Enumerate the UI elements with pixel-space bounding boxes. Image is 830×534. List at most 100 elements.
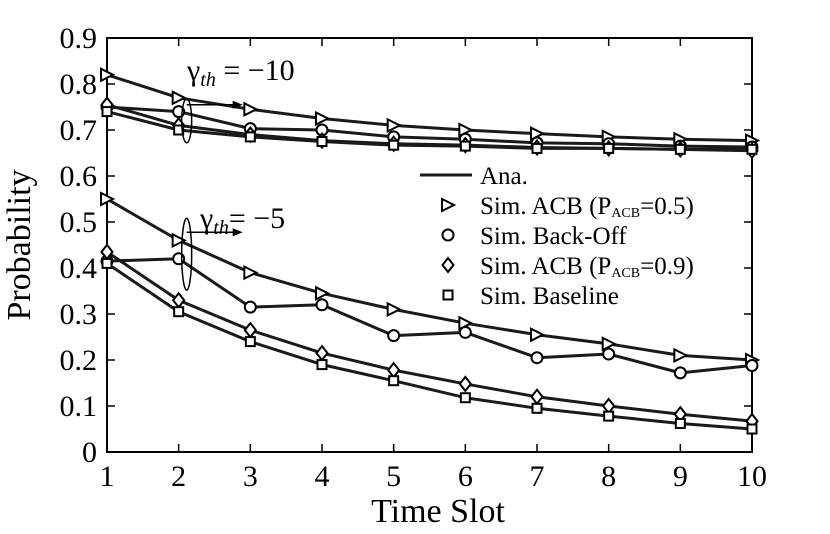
series-line: [106, 257, 753, 375]
data-point: [316, 359, 328, 371]
annotation-label: γth= −5: [199, 202, 285, 239]
legend-item-1: Sim. ACB (PACB=0.5): [441, 193, 694, 221]
y-tick-label: 0.2: [60, 344, 98, 377]
x-axis: 1 2 3 4 5 6 7 8 9 10: [100, 38, 767, 493]
data-point: [100, 191, 116, 207]
data-point: [315, 344, 329, 362]
x-axis-title: Time Slot: [371, 493, 505, 530]
series-line: [106, 105, 753, 149]
x-tick-label: 2: [171, 460, 186, 493]
annotation-label: γth = −10: [186, 54, 295, 91]
data-point: [386, 301, 402, 318]
legend-marker-triangle-right: [441, 197, 457, 213]
legend-label: Ana.: [480, 163, 528, 190]
data-point: [602, 347, 616, 361]
data-point: [386, 361, 401, 379]
data-point: [673, 366, 687, 380]
data-point: [531, 402, 543, 414]
data-point: [101, 106, 113, 118]
data-point: [459, 392, 471, 404]
data-point: [173, 306, 185, 318]
annotation-arrowhead: [232, 100, 243, 109]
y-tick-label: 0.8: [60, 68, 98, 101]
data-point: [171, 90, 187, 106]
legend-label: Sim. ACB (PACB=0.5): [480, 193, 694, 221]
x-tick-label: 9: [673, 460, 688, 493]
legend-item-3: Sim. ACB (PACB=0.9): [441, 253, 694, 281]
x-tick-label: 5: [386, 460, 401, 493]
data-point: [746, 423, 758, 435]
data-point: [674, 417, 686, 429]
data-point: [243, 101, 259, 117]
data-point: [315, 298, 329, 312]
y-axis: 0 0.1 0.2 0.3 0.4 0.5 0.6 0.7 0.8 0.9: [60, 22, 752, 469]
data-point: [243, 300, 257, 314]
data-point: [387, 329, 401, 343]
data-point: [603, 410, 615, 422]
data-point: [459, 140, 471, 152]
data-point: [315, 110, 331, 127]
legend-item-4: Sim. Baseline: [442, 283, 619, 310]
data-point: [388, 139, 400, 151]
data-point: [674, 143, 686, 155]
x-tick-label: 8: [601, 460, 616, 493]
series-line: [106, 262, 753, 431]
x-tick-label: 4: [315, 460, 330, 493]
legend-item-2: Sim. Back-Off: [441, 223, 627, 250]
data-point: [244, 336, 256, 348]
annotation-ellipse: [180, 217, 193, 291]
series-layer: [100, 67, 761, 435]
data-point: [316, 136, 328, 147]
y-tick-label: 0.1: [60, 390, 98, 423]
data-point: [530, 327, 546, 343]
series-triangle-right-0: [100, 67, 761, 149]
y-tick-label: 0.5: [60, 206, 98, 239]
annotation-0: γth = −10: [180, 54, 295, 144]
y-tick-label: 0.9: [60, 22, 98, 55]
x-tick-label: 6: [458, 460, 473, 493]
y-tick-label: 0.7: [60, 114, 98, 147]
series-diamond-6: [100, 243, 759, 430]
y-tick-label: 0.6: [60, 160, 98, 193]
x-tick-label: 1: [100, 460, 115, 493]
legend-marker-square: [442, 289, 454, 301]
legend-marker-circle: [441, 228, 455, 242]
data-point: [315, 285, 331, 301]
data-point: [601, 336, 617, 352]
x-tick-label: 3: [243, 460, 258, 493]
legend: Ana. Sim. ACB (PACB=0.5)Sim. Back-Off Sim.…: [420, 163, 694, 310]
series-line: [106, 250, 753, 423]
data-point: [530, 388, 544, 406]
series-line: [106, 110, 752, 151]
series-circle-5: [100, 252, 759, 380]
legend-label: Sim. Back-Off: [480, 223, 627, 250]
data-point: [388, 375, 400, 387]
annotation-arrowhead: [232, 228, 243, 237]
series-line: [106, 73, 753, 143]
data-point: [603, 142, 615, 154]
series-square-3: [101, 106, 758, 155]
legend-item-0: Ana.: [420, 163, 528, 190]
annotation-layer: γth = −10 γth= −5: [180, 54, 295, 291]
y-tick-label: 0.4: [60, 252, 98, 285]
data-point: [244, 131, 256, 143]
data-point: [101, 257, 113, 269]
data-point: [746, 143, 758, 155]
series-line: [106, 197, 753, 362]
data-point: [173, 124, 185, 136]
data-point: [745, 359, 759, 373]
data-point: [100, 67, 116, 83]
data-point: [673, 347, 689, 364]
legend-marker-diamond: [441, 256, 455, 274]
data-point: [531, 142, 543, 154]
series-square-7: [101, 257, 758, 435]
legend-label: Sim. Baseline: [480, 283, 619, 310]
data-point: [458, 325, 472, 339]
legend-label: Sim. ACB (PACB=0.9): [480, 253, 694, 281]
x-tick-label: 7: [530, 460, 545, 493]
data-point: [243, 321, 258, 339]
data-point: [386, 117, 402, 134]
annotation-ellipse: [180, 98, 193, 144]
y-tick-label: 0.3: [60, 298, 98, 331]
